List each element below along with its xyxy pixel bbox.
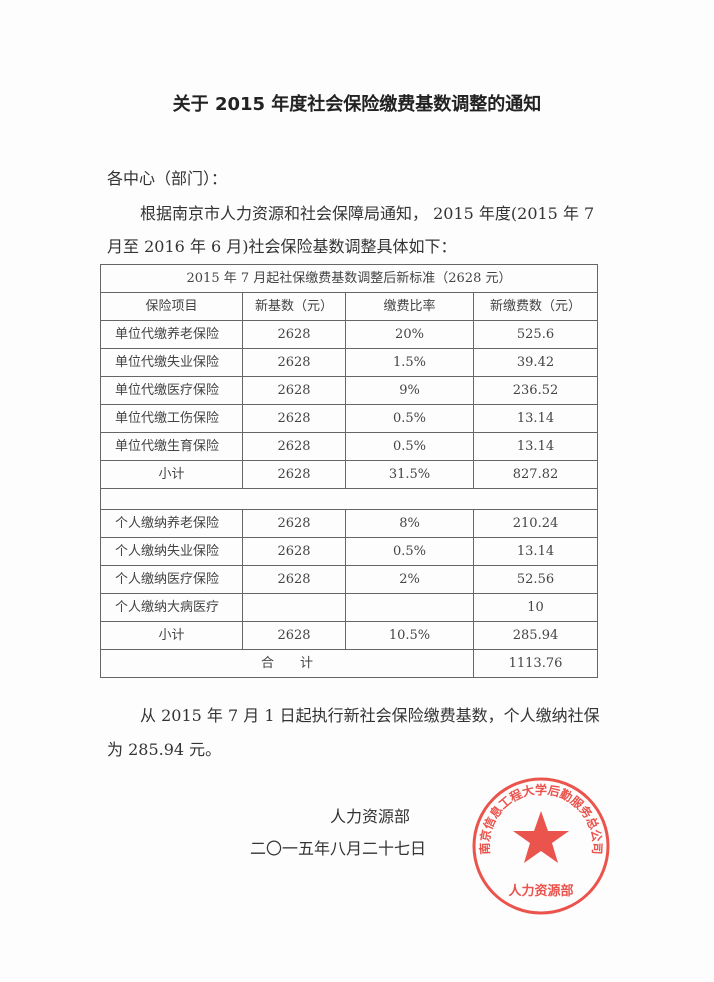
table-cell (345, 593, 474, 622)
closing-line-2: 为 285.94 元。 (107, 740, 222, 759)
table-cell: 2628 (242, 537, 346, 566)
seal-center-text: 人力资源部 (508, 883, 573, 899)
table-cell: 小计 (100, 621, 243, 650)
table-row: 单位代缴养老保险 2628 20% 525.6 (100, 320, 598, 349)
table-row: 小计 2628 10.5% 285.94 (100, 621, 598, 650)
table-cell: 9% (345, 376, 474, 405)
official-seal-stamp: 南京信息工程大学后勤服务总公司 人力资源部 (472, 777, 610, 915)
total-label: 合 计 (100, 649, 474, 678)
table-cell: 单位代缴失业保险 (100, 348, 243, 377)
table-cell: 2628 (242, 432, 346, 461)
table-cell: 0.5% (345, 537, 474, 566)
table-row: 个人缴纳医疗保险 2628 2% 52.56 (100, 565, 598, 594)
table-cell: 0.5% (345, 432, 474, 461)
table-cell: 2628 (242, 348, 346, 377)
table-cell: 2628 (242, 621, 346, 650)
table-row: 单位代缴生育保险 2628 0.5% 13.14 (100, 432, 598, 461)
table-cell: 39.42 (473, 348, 598, 377)
intro-line-2: 月至 2016 年 6 月)社会保险基数调整具体如下： (107, 237, 457, 256)
signature: 人力资源部 (330, 807, 411, 826)
table-cell: 13.14 (473, 432, 598, 461)
table-cell: 13.14 (473, 404, 598, 433)
table-header: 保险项目 新基数（元） 缴费比率 新缴费数（元） (100, 292, 598, 321)
date: 二〇一五年八月二十七日 (250, 839, 427, 858)
header-cell: 新基数（元） (242, 292, 346, 321)
table-cell: 单位代缴养老保险 (100, 320, 243, 349)
table-cell: 单位代缴医疗保险 (100, 376, 243, 405)
table-cell: 个人缴纳养老保险 (100, 509, 243, 538)
table-cell (242, 593, 346, 622)
salutation: 各中心（部门）： (107, 169, 228, 188)
table-cell: 13.14 (473, 537, 598, 566)
table-cell: 2628 (242, 460, 346, 489)
star-icon (513, 811, 569, 863)
total-value: 1113.76 (473, 649, 598, 678)
table-cell: 8% (345, 509, 474, 538)
table-row: 单位代缴医疗保险 2628 9% 236.52 (100, 376, 598, 405)
table-cell: 10.5% (345, 621, 474, 650)
total-row: 合 计 1113.76 (100, 649, 598, 678)
closing-line-1: 从 2015 年 7 月 1 日起执行新社会保险缴费基数，个人缴纳社保 (140, 706, 600, 725)
table-cell: 个人缴纳大病医疗 (100, 593, 243, 622)
table-row: 个人缴纳失业保险 2628 0.5% 13.14 (100, 537, 598, 566)
table-cell: 2628 (242, 404, 346, 433)
intro-line-1: 根据南京市人力资源和社会保障局通知， 2015 年度(2015 年 7 (140, 204, 595, 223)
table-cell: 285.94 (473, 621, 598, 650)
table-cell: 0.5% (345, 404, 474, 433)
table-cell: 827.82 (473, 460, 598, 489)
table-cell: 31.5% (345, 460, 474, 489)
table-row: 个人缴纳养老保险 2628 8% 210.24 (100, 509, 598, 538)
table-cell: 210.24 (473, 509, 598, 538)
header-cell: 缴费比率 (345, 292, 474, 321)
contribution-table: 2015 年 7 月起社保缴费基数调整后新标准（2628 元） 保险项目 新基数… (100, 264, 598, 678)
document-title: 关于 2015 年度社会保险缴费基数调整的通知 (172, 94, 542, 115)
table-cell: 个人缴纳失业保险 (100, 537, 243, 566)
table-row: 单位代缴失业保险 2628 1.5% 39.42 (100, 348, 598, 377)
blank-row (100, 488, 598, 510)
header-cell: 新缴费数（元） (473, 292, 598, 321)
table-cell: 单位代缴生育保险 (100, 432, 243, 461)
header-cell: 保险项目 (100, 292, 243, 321)
table-cell: 1.5% (345, 348, 474, 377)
table-cell: 2628 (242, 320, 346, 349)
table-cell: 52.56 (473, 565, 598, 594)
table-cell: 2% (345, 565, 474, 594)
table-cell: 20% (345, 320, 474, 349)
table-cell: 236.52 (473, 376, 598, 405)
table-row: 小计 2628 31.5% 827.82 (100, 460, 598, 489)
table-row: 单位代缴工伤保险 2628 0.5% 13.14 (100, 404, 598, 433)
table-cell: 个人缴纳医疗保险 (100, 565, 243, 594)
table-cell: 单位代缴工伤保险 (100, 404, 243, 433)
table-cell: 2628 (242, 565, 346, 594)
table-cell: 小计 (100, 460, 243, 489)
table-cell: 2628 (242, 509, 346, 538)
table-row: 个人缴纳大病医疗 10 (100, 593, 598, 622)
table-cell: 2628 (242, 376, 346, 405)
table-caption: 2015 年 7 月起社保缴费基数调整后新标准（2628 元） (100, 264, 598, 293)
table-cell: 10 (473, 593, 598, 622)
table-cell: 525.6 (473, 320, 598, 349)
